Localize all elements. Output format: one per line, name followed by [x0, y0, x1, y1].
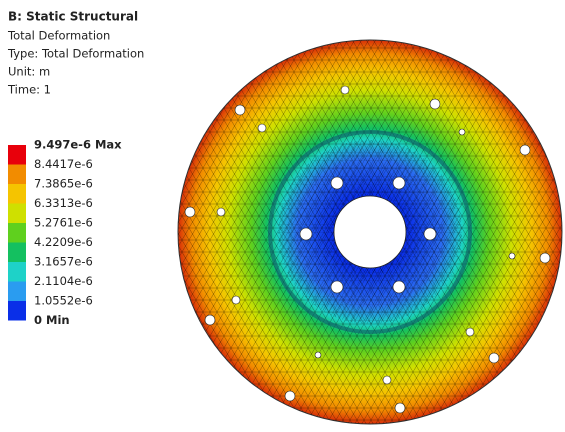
legend-label: 6.3313e-6 — [34, 196, 93, 210]
legend-swatch — [8, 203, 26, 223]
header-title: B: Static Structural — [8, 10, 138, 24]
legend-swatch — [8, 262, 26, 282]
header-line: Time: 1 — [7, 83, 51, 97]
header-line: Type: Total Deformation — [7, 47, 144, 61]
legend-label: 5.2761e-6 — [34, 216, 93, 230]
legend-label: 4.2209e-6 — [34, 235, 93, 249]
legend-label: 3.1657e-6 — [34, 255, 93, 269]
disc — [177, 39, 563, 425]
legend-swatch — [8, 184, 26, 204]
legend-label: 2.1104e-6 — [34, 274, 93, 288]
legend-label: 7.3865e-6 — [34, 177, 93, 191]
legend-swatch — [8, 145, 26, 165]
legend-label: 9.497e-6 Max — [34, 138, 122, 152]
header-line: Total Deformation — [7, 29, 110, 43]
legend-label: 0 Min — [34, 313, 70, 327]
legend-label: 1.0552e-6 — [34, 294, 93, 308]
header-line: Unit: m — [8, 65, 50, 79]
legend-swatch — [8, 301, 26, 321]
legend-swatch — [8, 281, 26, 301]
legend-label: 8.4417e-6 — [34, 157, 93, 171]
legend-swatch — [8, 242, 26, 262]
legend-swatch — [8, 223, 26, 243]
legend-swatch — [8, 164, 26, 184]
